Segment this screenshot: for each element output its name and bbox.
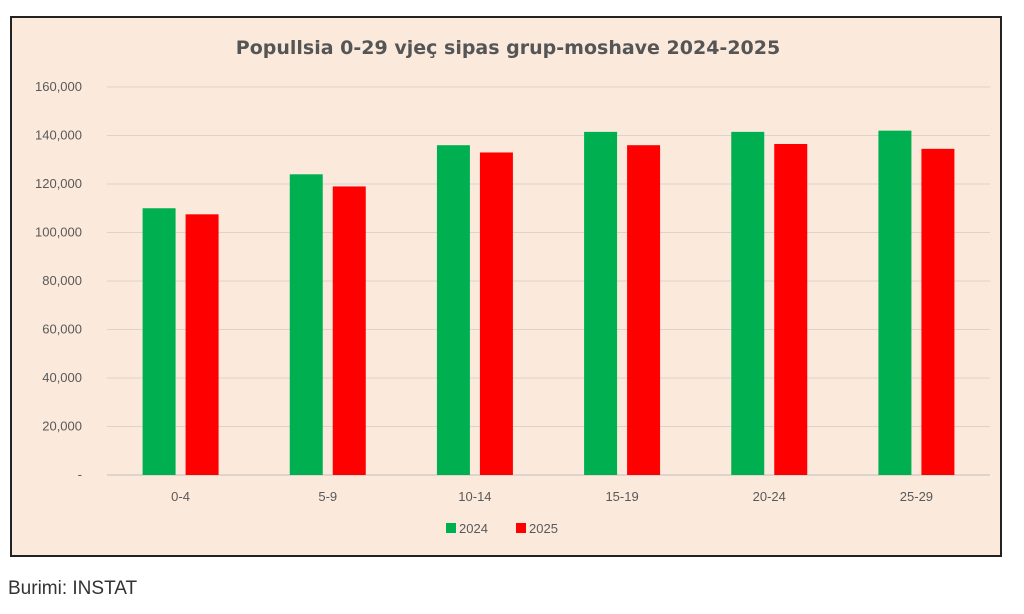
y-tick-label: 80,000 [42, 273, 82, 288]
bar-2025-15-19 [627, 145, 661, 475]
legend: 2024 2025 [446, 521, 558, 536]
x-tick-label: 0-4 [171, 489, 190, 504]
y-tick-label: 160,000 [35, 79, 82, 94]
legend-swatch-2025 [516, 523, 526, 533]
legend-label-2025: 2025 [529, 521, 558, 536]
bar-2024-0-4 [142, 208, 176, 475]
bar-2024-20-24 [731, 131, 765, 476]
bar-2025-5-9 [332, 186, 366, 476]
bar-2025-25-29 [921, 148, 955, 475]
bar-2024-5-9 [289, 174, 323, 476]
bar-2024-10-14 [436, 145, 470, 475]
y-tick-label: 40,000 [42, 370, 82, 385]
chart-frame: Popullsia 0-29 vjeç sipas grup-moshave 2… [10, 16, 1002, 557]
y-tick-label: 140,000 [35, 128, 82, 143]
x-tick-label: 15-19 [605, 489, 638, 504]
y-tick-label: 120,000 [35, 176, 82, 191]
bar-2025-10-14 [479, 152, 513, 475]
bars [142, 130, 955, 476]
bar-2024-15-19 [584, 131, 618, 476]
x-tick-label: 10-14 [458, 489, 491, 504]
y-tick-label: 60,000 [42, 322, 82, 337]
legend-label-2024: 2024 [459, 521, 488, 536]
population-bar-chart: Popullsia 0-29 vjeç sipas grup-moshave 2… [35, 37, 990, 536]
y-axis-ticks: - 20,000 40,000 60,000 80,000 100,000 120,000 1… [35, 79, 82, 482]
source-caption: Burimi: INSTAT [8, 578, 138, 599]
x-tick-label: 20-24 [753, 489, 786, 504]
gridlines [107, 86, 990, 476]
y-tick-label: - [78, 467, 82, 482]
bar-2024-25-29 [878, 130, 912, 475]
legend-swatch-2024 [446, 523, 456, 533]
x-tick-label: 5-9 [318, 489, 337, 504]
x-axis-ticks: 0-4 5-9 10-14 15-19 20-24 25-29 [171, 489, 933, 504]
y-tick-label: 100,000 [35, 225, 82, 240]
y-tick-label: 20,000 [42, 419, 82, 434]
chart-title: Popullsia 0-29 vjeç sipas grup-moshave 2… [236, 37, 780, 59]
bar-2025-20-24 [774, 143, 808, 476]
x-tick-label: 25-29 [900, 489, 933, 504]
bar-2025-0-4 [185, 214, 219, 475]
